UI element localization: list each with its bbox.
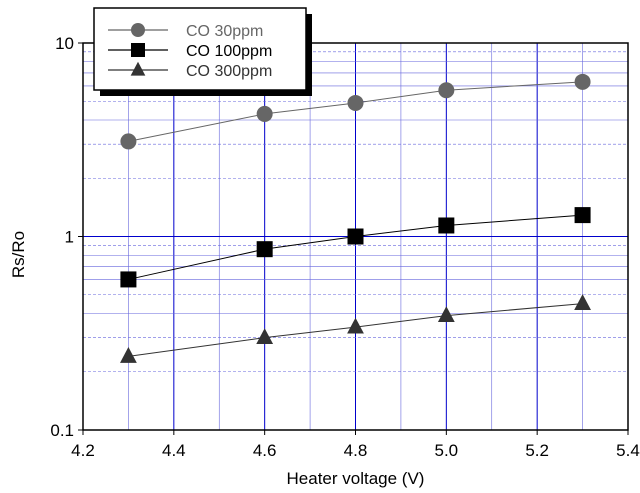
legend-label: CO 300ppm xyxy=(186,63,272,80)
data-point xyxy=(574,73,591,90)
series-2 xyxy=(120,207,591,288)
legend-item: CO 30ppm xyxy=(108,23,263,40)
data-point xyxy=(120,347,137,363)
legend-items: CO 30ppm CO 100ppm CO 300ppm xyxy=(108,23,272,80)
data-point xyxy=(437,306,455,323)
data-point xyxy=(574,294,591,310)
data-point xyxy=(256,241,273,258)
series-layer xyxy=(120,73,591,363)
legend-item: CO 300ppm xyxy=(108,61,272,80)
legend-marker xyxy=(131,43,145,57)
y-axis-title: Rs/Ro xyxy=(9,231,28,278)
x-tick-label: 5.0 xyxy=(435,441,459,460)
x-tick-label: 4.6 xyxy=(253,441,277,460)
data-point xyxy=(347,94,364,111)
legend-marker xyxy=(130,61,146,76)
data-point xyxy=(347,317,364,334)
x-tick-label: 4.2 xyxy=(71,441,95,460)
data-point xyxy=(574,207,591,224)
data-point xyxy=(438,217,455,234)
data-point xyxy=(256,105,273,122)
series-1 xyxy=(120,73,591,150)
y-tick-label: 10 xyxy=(55,34,74,53)
data-point xyxy=(347,228,364,245)
data-point xyxy=(120,133,137,150)
data-point xyxy=(438,82,455,99)
legend-box xyxy=(93,7,307,91)
x-axis-ticks: 4.2 4.4 4.6 4.8 5.0 5.2 5.4 xyxy=(71,430,640,460)
series-3 xyxy=(120,294,591,363)
legend-marker xyxy=(131,23,145,37)
legend: CO 30ppm CO 100ppm CO 300ppm xyxy=(93,7,312,96)
x-axis-title: Heater voltage (V) xyxy=(287,469,425,488)
data-point xyxy=(256,328,274,345)
x-tick-label: 4.4 xyxy=(162,441,186,460)
y-tick-label: 1 xyxy=(65,228,74,247)
legend-label: CO 30ppm xyxy=(186,23,263,40)
x-tick-label: 5.4 xyxy=(616,441,640,460)
x-tick-label: 4.8 xyxy=(344,441,368,460)
data-point xyxy=(120,271,137,288)
y-axis-ticks: 0.1 1 10 xyxy=(50,34,83,440)
x-tick-label: 5.2 xyxy=(525,441,549,460)
legend-item: CO 100ppm xyxy=(108,43,272,60)
y-tick-label: 0.1 xyxy=(50,421,74,440)
legend-label: CO 100ppm xyxy=(186,43,272,60)
